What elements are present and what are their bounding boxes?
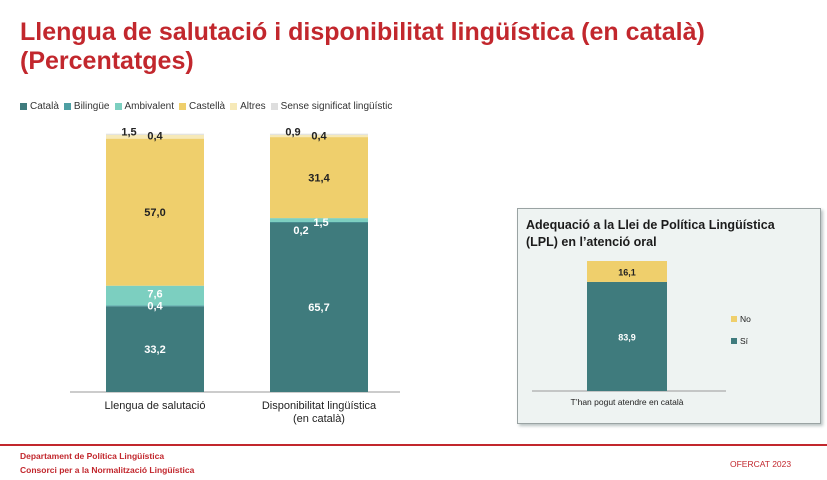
bar-segment (587, 281, 667, 391)
legend-swatch (20, 102, 27, 110)
legend-item: Sense significat lingüístic (270, 100, 393, 112)
footer-org-line1: Departament de Política Lingüística (20, 451, 165, 461)
lpl-panel-title-line1: Adequació a la Llei de Política Lingüíst… (526, 218, 775, 232)
bar-segment (270, 133, 368, 135)
legend-item: Castellà (178, 100, 226, 112)
bar-segment (270, 137, 368, 219)
legend-label: Sí (740, 336, 749, 346)
footer-org-line2: Consorci per a la Normalització Lingüíst… (20, 465, 195, 475)
legend-label: Altres (240, 100, 266, 112)
bar-segment (106, 285, 204, 306)
bar-segment (270, 134, 368, 138)
lpl-adequacy-chart: 83,9 16,1 T’han pogut atendre en català No S… (532, 261, 751, 407)
lpl-adequacy-panel: 83,9 16,1 T’han pogut atendre en català No S… (517, 208, 821, 424)
legend-label: Sense significat lingüístic (280, 100, 393, 112)
bar-segment (106, 133, 204, 135)
category-label: (en català) (293, 413, 345, 425)
bar-segment (106, 305, 204, 307)
data-label: 0,2 (293, 225, 308, 237)
legend-swatch (731, 338, 737, 344)
bar-segment (106, 134, 204, 139)
legend-item: Altres (230, 101, 266, 112)
data-label: 0,4 (147, 300, 163, 312)
legend-swatch (114, 102, 122, 110)
category-label: T’han pogut atendre en català (571, 397, 684, 407)
legend-item: Ambivalent (114, 100, 174, 112)
data-label: 7,6 (147, 289, 162, 301)
legend-label: Castellà (188, 100, 226, 112)
data-label: 57,0 (144, 207, 165, 219)
bar-segment (270, 218, 368, 222)
bar-segment (270, 222, 368, 392)
legend-label: No (740, 314, 751, 324)
data-label: 31,4 (308, 173, 330, 185)
bar-segment (270, 221, 368, 223)
data-label: 1,5 (121, 127, 136, 139)
legend-swatch (63, 102, 71, 110)
data-label: 83,9 (618, 332, 636, 342)
page-title-line2: (Percentatges) (20, 47, 194, 75)
legend-item: Català (20, 101, 59, 112)
data-label: 0,9 (285, 127, 300, 139)
category-label: Disponibilitat lingüística (262, 400, 377, 412)
legend-label: Ambivalent (124, 100, 174, 112)
lpl-panel-title-line2: (LPL) en l’atenció oral (526, 235, 657, 249)
footer-divider (0, 444, 827, 446)
data-label: 33,2 (144, 344, 165, 356)
legend-swatch (230, 102, 238, 110)
main-chart-legend: Català Bilingüe Ambivalent Castellà Altres Se… (20, 99, 397, 113)
legend-label: Bilingüe (73, 100, 110, 112)
footer-source: OFERCAT 2023 (730, 459, 792, 469)
legend-item: Bilingüe (63, 100, 110, 112)
legend-label: Català (30, 100, 59, 112)
data-label: 0,4 (147, 131, 163, 143)
data-label: 0,4 (311, 131, 327, 143)
data-label: 1,5 (313, 217, 328, 229)
legend-swatch (731, 316, 737, 322)
category-label: Llengua de salutació (105, 400, 206, 412)
page-title-line1: Llengua de salutació i disponibilitat li… (20, 18, 705, 46)
bar-segment (106, 138, 204, 286)
legend-swatch (270, 102, 278, 110)
bar-segment (587, 261, 667, 282)
page-title: Llengua de salutació i disponibilitat li… (20, 18, 810, 76)
bar-segment (106, 306, 204, 392)
legend-swatch (178, 102, 186, 110)
data-label: 65,7 (308, 302, 329, 314)
lpl-panel-title: Adequació a la Llei de Política Lingüíst… (526, 217, 812, 251)
data-label: 16,1 (618, 267, 636, 277)
